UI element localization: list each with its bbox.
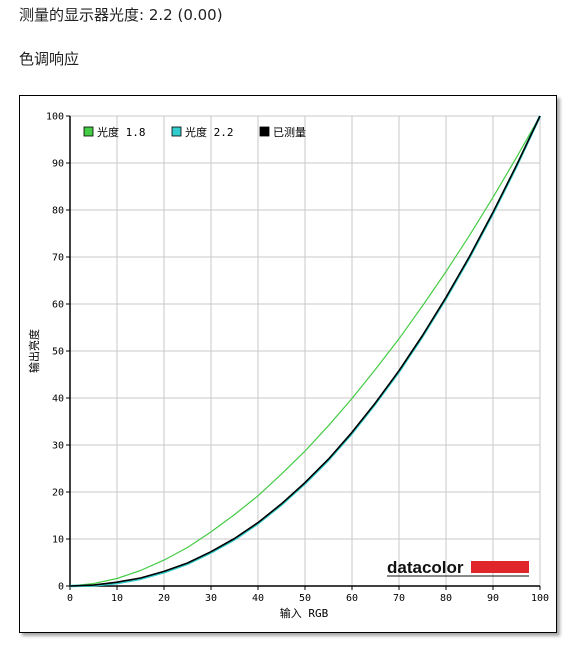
x-tick-label: 70	[393, 593, 405, 604]
y-tick-label: 90	[52, 159, 64, 170]
legend-swatch	[171, 126, 182, 137]
legend: 光度 1.8 光度 2.2 已测量	[83, 125, 306, 139]
datacolor-logo: datacolor	[387, 558, 529, 577]
tone-response-chart-frame: 0 10 20 30 40 50 60 70 80 90 100 0 10 20 30 40 50 60 70 80 9…	[19, 95, 557, 633]
y-tick-label: 70	[52, 253, 64, 264]
y-tick-label: 10	[52, 535, 64, 546]
x-tick-label: 100	[531, 593, 549, 604]
legend-label: 已测量	[273, 126, 306, 139]
y-tick-label: 20	[52, 488, 64, 499]
x-tick-label: 30	[205, 593, 217, 604]
series-line-1	[69, 115, 541, 587]
y-tick-label: 80	[52, 206, 64, 217]
x-tick-label: 10	[111, 593, 123, 604]
y-tick-label: 0	[58, 582, 64, 593]
tick-labels: 0 10 20 30 40 50 60 70 80 90 100 0 10 20 30 40 50 60 70 80 9…	[46, 112, 549, 605]
measured-gamma-label: 测量的显示器光度:	[19, 6, 145, 24]
measured-gamma-line: 测量的显示器光度: 2.2 (0.00)	[19, 4, 223, 26]
legend-label: 光度 2.2	[185, 125, 234, 139]
datacolor-logo-text: datacolor	[387, 558, 464, 577]
x-tick-label: 90	[487, 593, 499, 604]
series-lines	[69, 115, 542, 588]
x-tick-label: 50	[299, 593, 311, 604]
measured-gamma-value: 2.2 (0.00)	[148, 6, 223, 24]
x-axis-label: 输入 RGB	[280, 606, 329, 620]
y-tick-label: 40	[52, 394, 64, 405]
x-tick-label: 0	[67, 593, 73, 604]
y-tick-label: 60	[52, 300, 64, 311]
tone-response-chart: 0 10 20 30 40 50 60 70 80 90 100 0 10 20 30 40 50 60 70 80 9…	[27, 112, 549, 621]
x-tick-label: 80	[440, 593, 452, 604]
y-tick-label: 50	[52, 347, 64, 358]
x-tick-label: 20	[158, 593, 170, 604]
section-title: 色调响应	[19, 50, 80, 68]
legend-swatch	[259, 126, 270, 137]
grid	[69, 115, 541, 587]
legend-swatch	[83, 126, 94, 137]
y-tick-label: 30	[52, 441, 64, 452]
y-axis-label: 输出亮度	[27, 329, 41, 373]
legend-label: 光度 1.8	[97, 125, 146, 139]
y-tick-label: 100	[46, 112, 64, 123]
x-tick-label: 60	[346, 593, 358, 604]
datacolor-logo-bar	[471, 561, 529, 573]
series-line-3	[69, 115, 541, 587]
x-tick-label: 40	[252, 593, 264, 604]
